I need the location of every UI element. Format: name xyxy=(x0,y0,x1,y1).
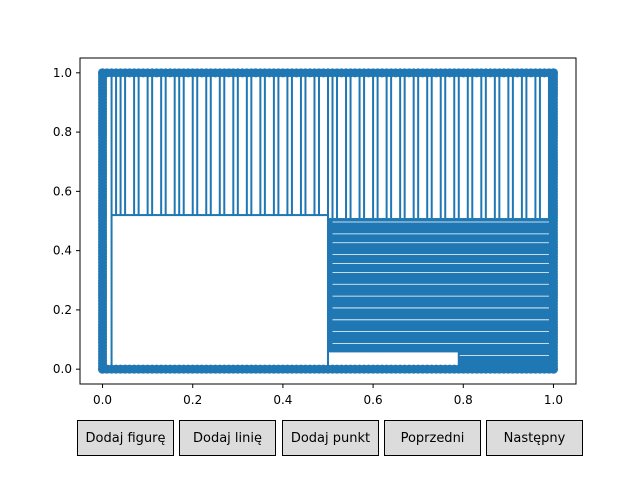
x-tick-label: 0.6 xyxy=(364,393,383,407)
plot-area xyxy=(98,68,558,374)
y-tick-label: 0.6 xyxy=(53,184,72,198)
y-tick-label: 0.2 xyxy=(53,303,72,317)
next-button[interactable]: Następny xyxy=(486,420,583,456)
y-tick-label: 0.8 xyxy=(53,125,72,139)
x-tick-label: 1.0 xyxy=(544,393,563,407)
chart-point xyxy=(98,68,108,78)
y-tick-label: 0.4 xyxy=(53,244,72,258)
chart-point xyxy=(548,364,558,374)
x-tick-label: 0.2 xyxy=(183,393,202,407)
y-axis: 0.0 0.2 0.4 0.6 0.8 1.0 xyxy=(53,66,80,376)
y-tick-label: 0.0 xyxy=(53,362,72,376)
axes-frame xyxy=(79,57,577,385)
x-tick-label: 0.0 xyxy=(93,393,112,407)
add-point-button[interactable]: Dodaj punkt xyxy=(282,420,379,456)
y-tick-label: 1.0 xyxy=(53,66,72,80)
x-tick-label: 0.4 xyxy=(273,393,292,407)
x-axis: 0.0 0.2 0.4 0.6 0.8 1.0 xyxy=(93,384,563,407)
add-line-button[interactable]: Dodaj linię xyxy=(179,420,276,456)
x-tick-label: 0.8 xyxy=(454,393,473,407)
previous-button[interactable]: Poprzedni xyxy=(384,420,481,456)
add-figure-button[interactable]: Dodaj figurę xyxy=(77,420,174,456)
chart-empty-region xyxy=(110,214,330,371)
chart-point xyxy=(548,68,558,78)
chart-filled-region xyxy=(328,218,554,370)
